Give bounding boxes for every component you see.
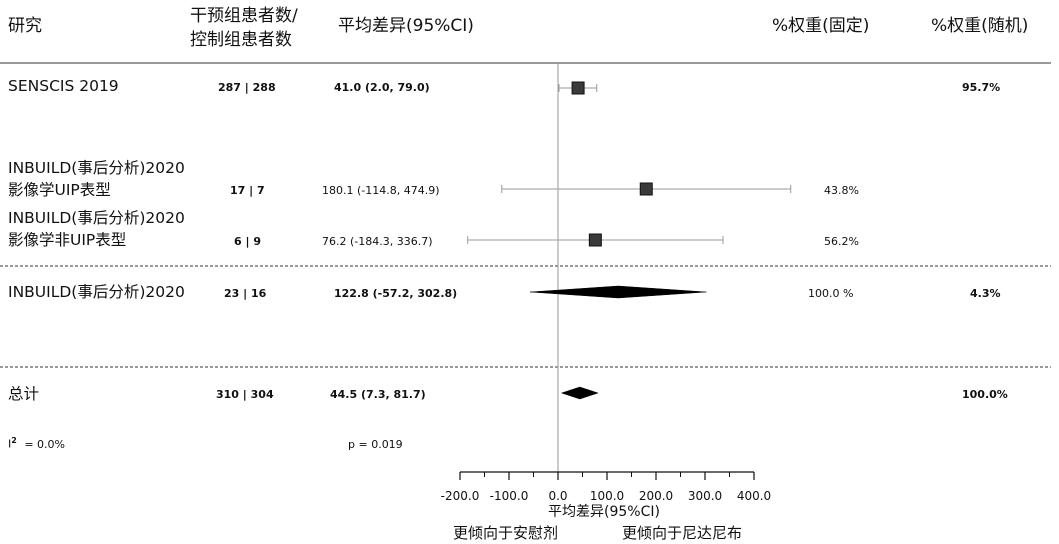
x-tick-label-4: 200.0	[639, 489, 673, 503]
x-tick-label-5: 300.0	[688, 489, 722, 503]
x-tick-label-6: 400.0	[737, 489, 771, 503]
n-inb-nonuip: 6 | 9	[234, 235, 261, 248]
ci-text-inb-nonuip: 76.2 (-184.3, 336.7)	[322, 235, 433, 248]
study-label-senscis: SENSCIS 2019	[8, 77, 119, 95]
i2-sup: 2	[11, 436, 17, 445]
favor-right-label: 更倾向于尼达尼布	[622, 524, 743, 542]
heterogeneity-stat: I2 = 0.0%	[8, 436, 65, 451]
n-senscis: 287 | 288	[218, 81, 276, 94]
diamond-total	[560, 386, 599, 400]
x-tick-label-2: 0.0	[548, 489, 567, 503]
x-tick-label-0: -200.0	[441, 489, 480, 503]
header-weight-fixed: %权重(固定)	[772, 16, 870, 36]
study-sublabel-inb-uip: 影像学UIP表型	[8, 181, 111, 199]
study-label-inb-nonuip: INBUILD(事后分析)2020	[8, 209, 185, 227]
study-sublabel-inb-nonuip: 影像学非UIP表型	[8, 231, 127, 249]
point-estimate-senscis	[571, 81, 585, 95]
w-random-inb-pooled: 4.3%	[970, 287, 1001, 300]
header-study: 研究	[8, 16, 42, 36]
favor-left-label: 更倾向于安慰剂	[453, 524, 559, 542]
ci-text-senscis: 41.0 (2.0, 79.0)	[334, 81, 430, 94]
w-random-senscis: 95.7%	[962, 81, 1001, 94]
study-label-total: 总计	[8, 385, 40, 403]
header-n-line2: 控制组患者数	[190, 30, 292, 50]
diamond-inb-pooled	[529, 285, 707, 299]
x-tick-label-3: 100.0	[590, 489, 624, 503]
w-fixed-inb-uip: 43.8%	[824, 184, 859, 197]
study-label-inb-pooled: INBUILD(事后分析)2020	[8, 283, 185, 301]
header-effect: 平均差异(95%CI)	[338, 16, 474, 36]
i2-label: I	[8, 437, 12, 451]
i2-value: = 0.0%	[24, 437, 65, 451]
ci-text-inb-uip: 180.1 (-114.8, 474.9)	[322, 184, 440, 197]
n-inb-uip: 17 | 7	[230, 184, 265, 197]
header-n-line1: 干预组患者数/	[190, 6, 298, 26]
x-tick-label-1: -100.0	[490, 489, 529, 503]
study-label-inb-uip: INBUILD(事后分析)2020	[8, 159, 185, 177]
w-fixed-inb-nonuip: 56.2%	[824, 235, 859, 248]
header-weight-random: %权重(随机)	[931, 16, 1029, 36]
ci-text-inb-pooled: 122.8 (-57.2, 302.8)	[334, 287, 458, 300]
ci-text-total: 44.5 (7.3, 81.7)	[330, 388, 426, 401]
x-axis-title: 平均差异(95%CI)	[548, 504, 660, 520]
point-estimate-inb-uip	[639, 182, 653, 196]
w-fixed-inb-pooled: 100.0 %	[808, 287, 854, 300]
n-total: 310 | 304	[216, 388, 274, 401]
point-estimate-inb-nonuip	[588, 233, 602, 247]
w-random-total: 100.0%	[962, 388, 1008, 401]
p-value: p = 0.019	[348, 438, 403, 451]
n-inb-pooled: 23 | 16	[224, 287, 267, 300]
